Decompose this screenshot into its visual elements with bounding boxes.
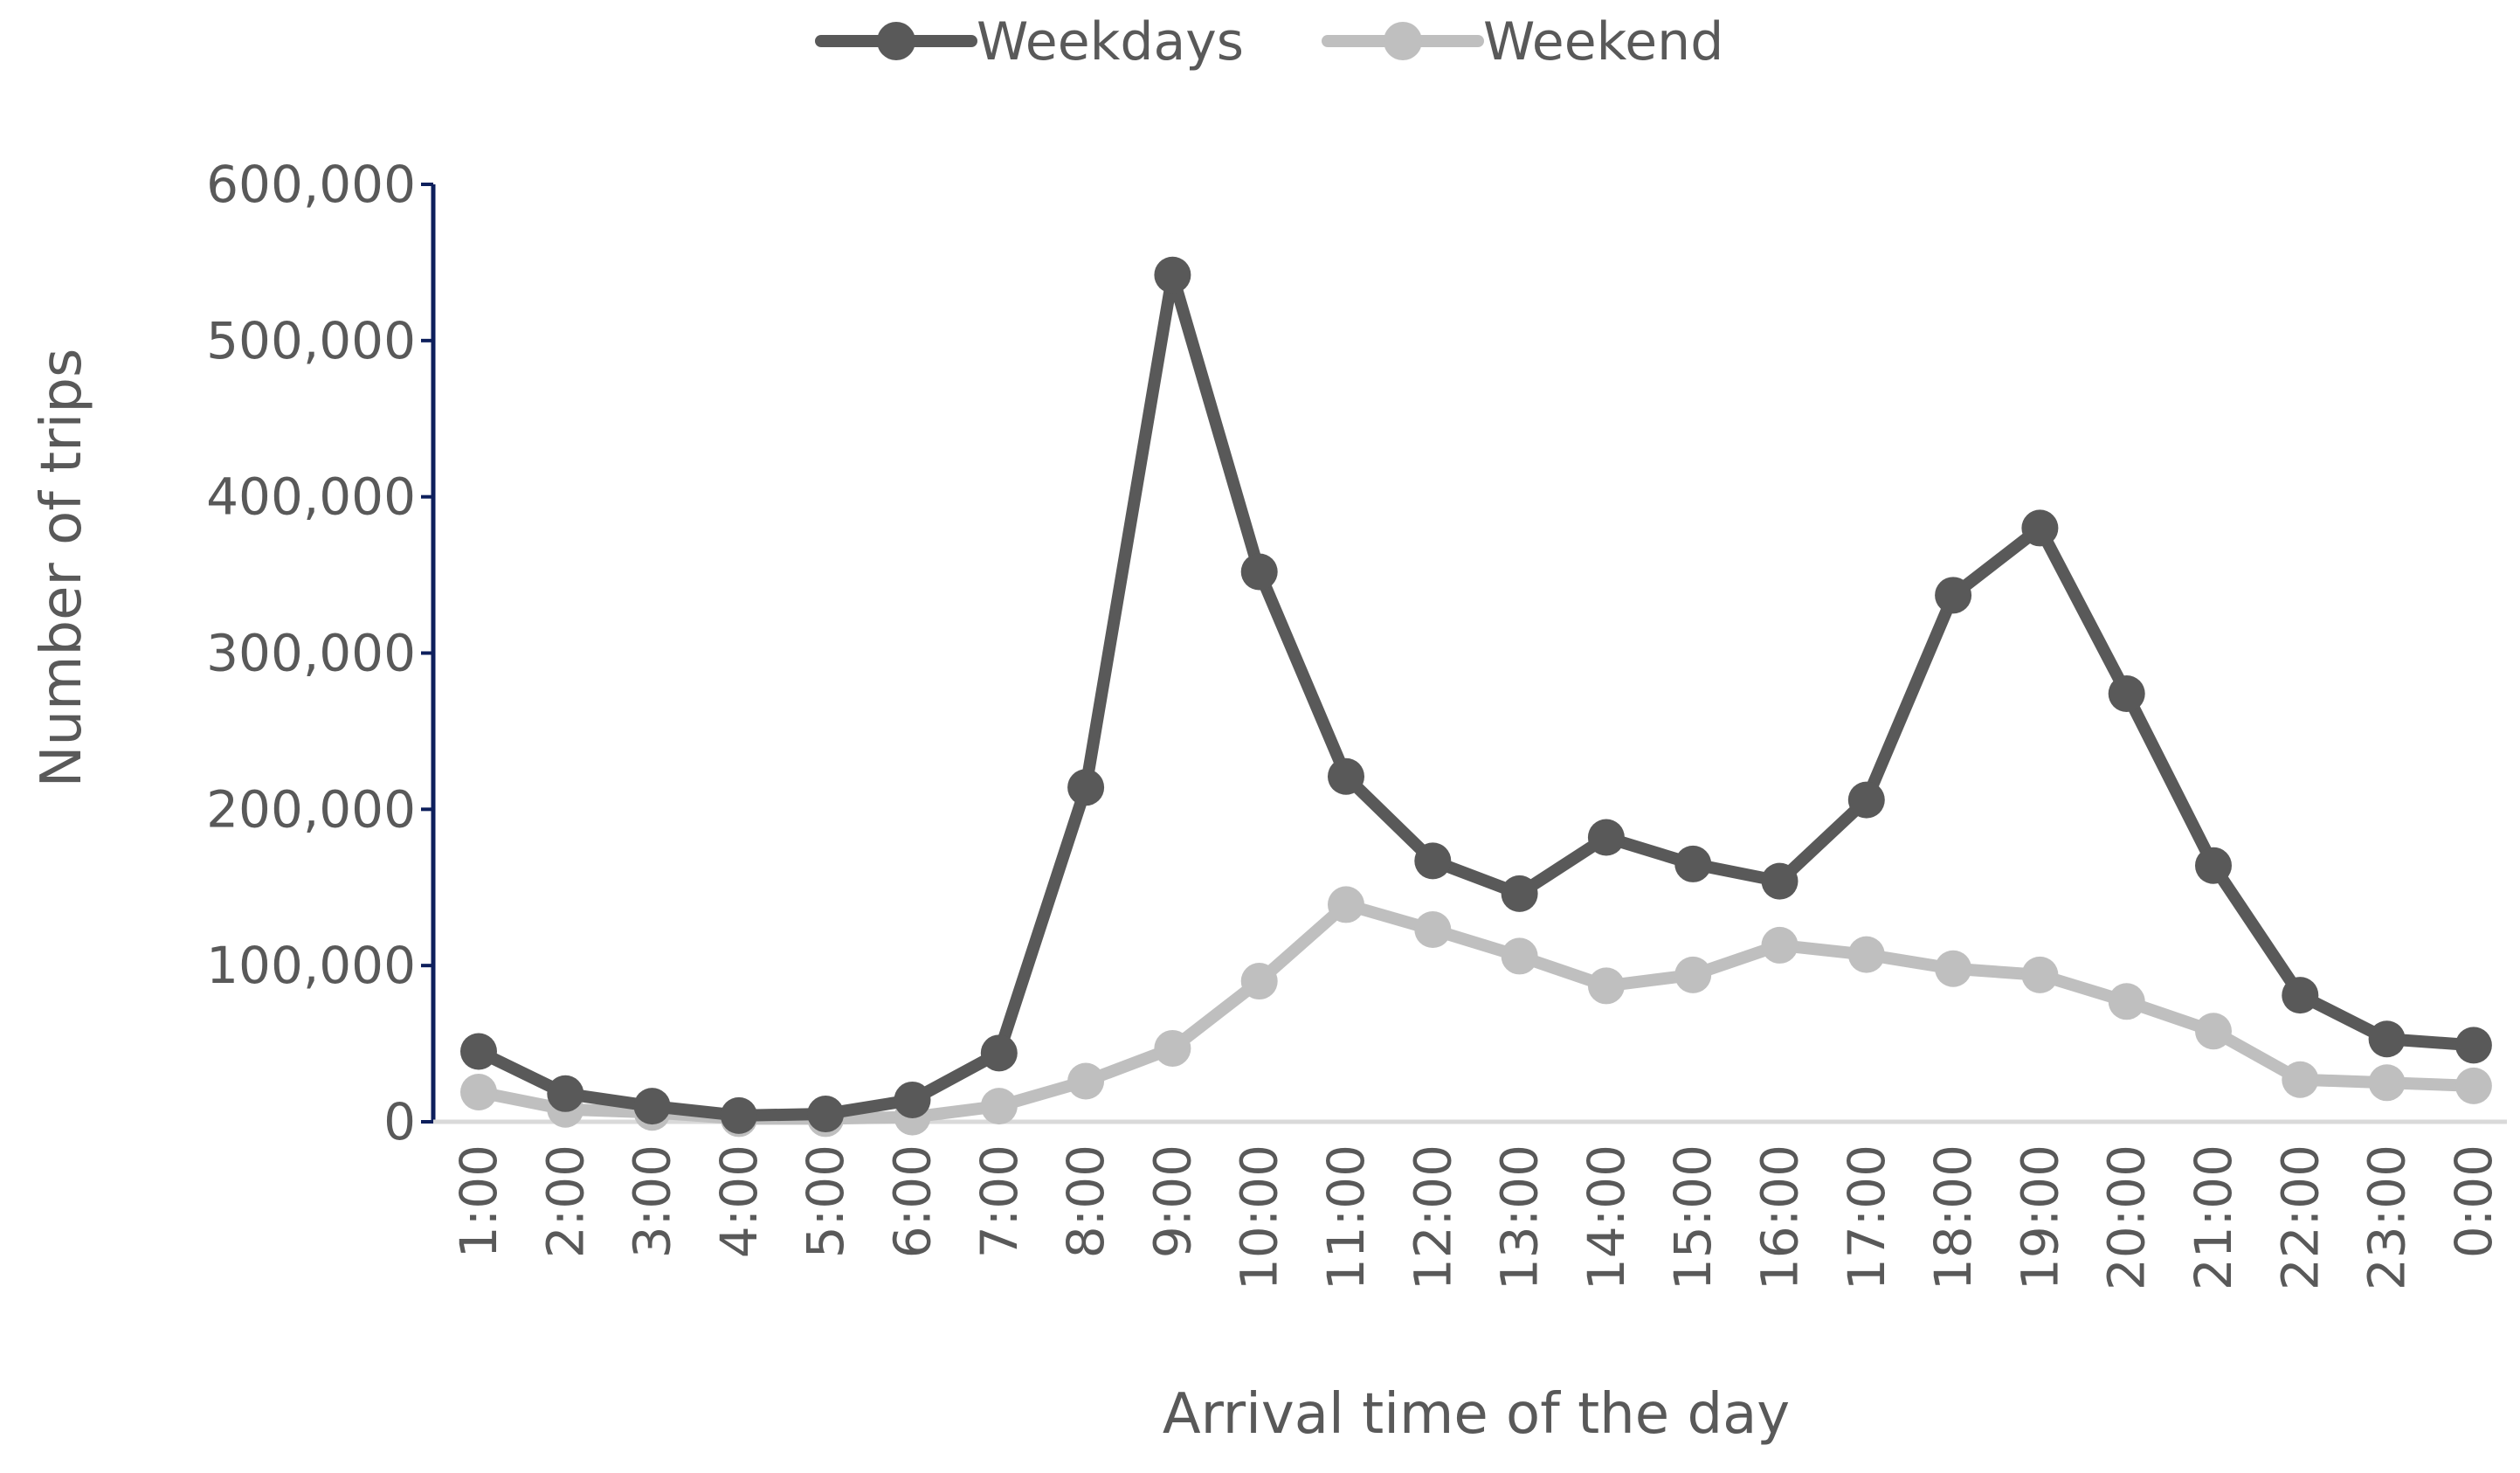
data-point-weekend (1501, 937, 1538, 975)
x-axis-title: Arrival time of the day (1163, 1382, 1790, 1447)
data-point-weekend (2282, 1061, 2319, 1098)
x-tick-label: 18:00 (1923, 1145, 1983, 1290)
x-tick-label: 15:00 (1663, 1145, 1723, 1290)
data-point-weekend (2021, 956, 2059, 993)
x-tick-label: 3:00 (623, 1145, 682, 1258)
data-point-weekdays (2454, 1027, 2492, 1064)
legend: Weekdays Weekend (815, 11, 1723, 73)
x-tick-label: 2:00 (535, 1145, 595, 1258)
x-tick-label: 19:00 (2010, 1145, 2069, 1290)
data-point-weekdays (1154, 256, 1191, 294)
data-point-weekdays (2282, 977, 2319, 1014)
y-tick-label: 600,000 (206, 155, 416, 214)
x-tick-label: 11:00 (1316, 1145, 1376, 1290)
data-point-weekend (1154, 1029, 1191, 1067)
data-point-weekdays (1847, 781, 1885, 819)
x-tick-label: 5:00 (796, 1145, 855, 1258)
data-point-weekdays (1587, 819, 1625, 856)
x-tick-label: 13:00 (1490, 1145, 1550, 1290)
legend-swatch-weekdays-marker (877, 22, 915, 60)
y-tick-label: 0 (383, 1092, 416, 1151)
y-tick-label: 400,000 (206, 467, 416, 527)
series-line-weekdays (473, 268, 2480, 1122)
data-point-weekend (2195, 1013, 2232, 1050)
data-point-weekend (1328, 886, 1364, 923)
y-tick-label: 200,000 (206, 779, 416, 839)
x-tick-label: 4:00 (709, 1145, 769, 1258)
y-tick-label: 100,000 (206, 936, 416, 995)
data-point-weekdays (2368, 1020, 2406, 1058)
data-point-weekdays (807, 1096, 845, 1133)
x-tick-label: 1:00 (449, 1145, 508, 1258)
y-axis-ticks: 0 100,000 200,000 300,000 400,000 500,000 600,… (206, 155, 433, 1151)
x-tick-label: 17:00 (1837, 1145, 1896, 1290)
y-tick-label: 300,000 (206, 624, 416, 683)
legend-item-weekend: Weekend (1322, 11, 1723, 73)
data-point-weekdays (720, 1096, 757, 1134)
y-tick-label: 500,000 (206, 311, 416, 370)
series-line-weekend (473, 898, 2480, 1125)
data-point-weekend (1935, 950, 1972, 987)
x-tick-label: 8:00 (1056, 1145, 1115, 1258)
data-point-weekdays (1674, 845, 1712, 882)
data-point-weekdays (1328, 757, 1364, 795)
legend-item-weekdays: Weekdays (815, 11, 1244, 73)
data-point-weekdays (1501, 875, 1538, 912)
data-point-weekend (1067, 1062, 1105, 1100)
data-point-weekdays (547, 1075, 584, 1112)
data-point-weekdays (2195, 847, 2232, 884)
data-point-weekend (1587, 967, 1625, 1005)
data-point-weekend (1847, 936, 1885, 973)
data-point-weekend (2454, 1067, 2492, 1104)
x-tick-label: 23:00 (2358, 1145, 2417, 1290)
series-layer (460, 256, 2492, 1138)
y-axis-title: Number of trips (30, 349, 94, 788)
data-point-weekdays (1935, 577, 1972, 614)
data-point-weekdays (2108, 674, 2145, 712)
x-tick-label: 20:00 (2097, 1145, 2157, 1290)
data-point-weekdays (2021, 509, 2059, 547)
data-point-weekend (980, 1088, 1018, 1125)
data-point-weekdays (633, 1088, 671, 1125)
x-tick-label: 10:00 (1230, 1145, 1289, 1290)
x-tick-label: 16:00 (1750, 1145, 1810, 1290)
x-tick-label: 7:00 (970, 1145, 1029, 1258)
data-point-weekend (1674, 956, 1712, 993)
data-point-weekdays (980, 1034, 1018, 1072)
data-point-weekend (2108, 983, 2145, 1020)
x-tick-label: 0:00 (2444, 1145, 2503, 1258)
x-tick-label: 12:00 (1403, 1145, 1462, 1290)
x-axis-ticks: 1:00 2:00 3:00 4:00 5:00 6:00 7:00 8:00 9:00 10:0… (449, 1145, 2503, 1290)
data-point-weekdays (1067, 769, 1105, 806)
x-tick-label: 22:00 (2270, 1145, 2330, 1290)
data-point-weekdays (1761, 862, 1799, 900)
data-point-weekend (460, 1074, 497, 1111)
x-tick-label: 14:00 (1577, 1145, 1636, 1290)
legend-label-weekdays: Weekdays (977, 11, 1244, 73)
x-tick-label: 21:00 (2184, 1145, 2243, 1290)
data-point-weekdays (1414, 842, 1452, 880)
data-point-weekend (1414, 911, 1452, 949)
data-point-weekend (2368, 1064, 2406, 1102)
data-point-weekend (1240, 963, 1278, 1000)
data-point-weekdays (460, 1033, 497, 1070)
data-point-weekend (1761, 926, 1799, 964)
legend-label-weekend: Weekend (1483, 11, 1723, 73)
legend-swatch-weekend-marker (1384, 22, 1422, 60)
x-tick-label: 9:00 (1143, 1145, 1202, 1258)
x-tick-label: 6:00 (883, 1145, 942, 1258)
data-point-weekdays (894, 1081, 931, 1118)
data-point-weekdays (1240, 553, 1278, 591)
